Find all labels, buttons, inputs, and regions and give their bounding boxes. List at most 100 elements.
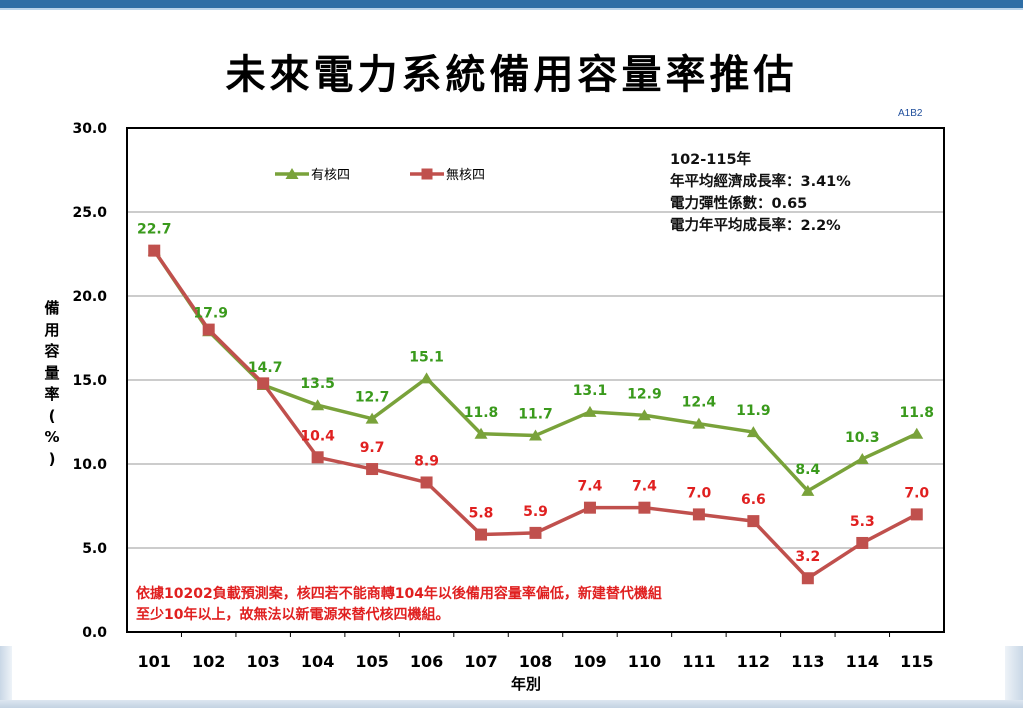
- data-point-triangle: [910, 427, 924, 439]
- data-label-with: 11.7: [518, 406, 553, 422]
- data-point-triangle: [311, 399, 325, 411]
- slide-code: A1B2: [898, 108, 923, 119]
- slide-title: 未來電力系統備用容量率推估: [225, 51, 798, 98]
- data-point-square: [202, 323, 215, 336]
- data-label-without: 7.4: [578, 479, 603, 495]
- data-point-square: [148, 244, 161, 257]
- bottom-left-decoration: [0, 646, 12, 708]
- data-point-triangle: [583, 405, 597, 417]
- x-tick-label: 111: [682, 652, 715, 671]
- x-axis-label: 年別: [510, 675, 541, 693]
- x-tick-label: 106: [410, 652, 443, 671]
- data-label-with: 10.3: [845, 430, 880, 446]
- data-point-square: [366, 463, 379, 476]
- bottom-strip: [0, 700, 1023, 708]
- data-point-square: [692, 508, 705, 521]
- legend-marker-square: [421, 168, 433, 180]
- data-label-with: 17.9: [193, 305, 228, 321]
- y-tick-label: 15.0: [72, 373, 107, 389]
- data-point-square: [910, 508, 923, 521]
- data-label-without: 3.2: [795, 549, 820, 565]
- data-label-with: 11.8: [899, 405, 934, 421]
- grid-lines: [127, 211, 944, 549]
- data-label-without: 7.0: [686, 485, 711, 501]
- x-tick-label: 102: [192, 652, 225, 671]
- data-point-square: [747, 515, 760, 528]
- data-label-with: 12.9: [627, 386, 662, 402]
- data-point-triangle: [420, 372, 434, 384]
- info-power-growth: 電力年平均成長率：2.2%: [670, 218, 841, 234]
- y-tick-label: 30.0: [72, 121, 107, 137]
- info-elasticity: 電力彈性係數：0.65: [670, 196, 808, 212]
- note-line-2: 至少10年以上，故無法以新電源來替代核四機組。: [136, 607, 450, 623]
- data-point-square: [583, 501, 596, 514]
- data-label-without: 7.4: [632, 479, 657, 495]
- legend-item: 有核四: [275, 168, 350, 183]
- legend-label: 無核四: [446, 168, 485, 183]
- data-point-square: [638, 501, 651, 514]
- y-tick-label: 0.0: [82, 625, 107, 641]
- y-tick-label: 10.0: [72, 457, 107, 473]
- data-label-with: 8.4: [795, 462, 820, 478]
- data-label-without: 5.9: [523, 504, 548, 520]
- x-tick-label: 114: [846, 652, 879, 671]
- info-period: 102-115年: [670, 152, 752, 168]
- y-axis-ticks: 0.0 5.0 10.0 15.0 20.0 25.0 30.0: [72, 121, 107, 641]
- data-point-triangle: [801, 484, 815, 496]
- series-without-nuclear4: [148, 244, 923, 585]
- data-point-square: [311, 451, 324, 464]
- data-labels: 22.7 17.9 14.7 13.5 12.7 15.1 11.8 11.7 13.1 12.9…: [137, 222, 934, 566]
- legend-item: 無核四: [410, 168, 485, 183]
- y-tick-label: 20.0: [72, 289, 107, 305]
- data-point-square: [257, 377, 270, 390]
- data-point-triangle: [855, 452, 869, 464]
- data-label-with: 12.7: [355, 390, 390, 406]
- legend-marker-triangle: [285, 168, 299, 179]
- x-axis-ticks: 101 102 103 104 105 106 107 108 109 110 111 112 113 1…: [138, 632, 933, 671]
- data-label-with: 11.8: [464, 405, 499, 421]
- bottom-right-decoration: [1005, 646, 1023, 708]
- data-label-without: 5.8: [469, 506, 494, 522]
- series-layer: [147, 244, 924, 585]
- data-point-triangle: [746, 426, 760, 438]
- data-point-triangle: [692, 417, 706, 429]
- note-text: 依據10202負載預測案，核四若不能商轉104年以後備用容量率偏低，新建替代機組…: [136, 584, 816, 626]
- top-bar: [0, 0, 1023, 8]
- data-label-without: 6.6: [741, 492, 766, 508]
- y-tick-label: 5.0: [82, 541, 107, 557]
- x-tick-label: 101: [138, 652, 171, 671]
- x-tick-label: 104: [301, 652, 334, 671]
- x-tick-label: 107: [464, 652, 497, 671]
- x-tick-label: 103: [246, 652, 279, 671]
- note-line-1: 依據10202負載預測案，核四若不能商轉104年以後備用容量率偏低，新建替代機組: [136, 586, 662, 602]
- data-point-triangle: [365, 412, 379, 424]
- y-tick-label: 25.0: [72, 205, 107, 221]
- data-label-without: 10.4: [300, 428, 335, 444]
- data-label-without: 8.9: [414, 453, 439, 469]
- data-label-without: 5.3: [850, 514, 875, 530]
- x-tick-label: 112: [737, 652, 770, 671]
- data-point-triangle: [529, 429, 542, 441]
- data-point-square: [420, 476, 433, 489]
- x-tick-label: 113: [791, 652, 824, 671]
- data-label-with: 15.1: [409, 349, 444, 365]
- y-axis-label: 備用容量率(%): [44, 299, 60, 468]
- data-label-with: 13.5: [300, 376, 335, 392]
- top-line: [0, 8, 1023, 10]
- data-point-triangle: [637, 409, 651, 421]
- data-label-with: 13.1: [573, 383, 608, 399]
- data-point-square: [801, 572, 814, 585]
- data-point-square: [529, 526, 542, 539]
- data-label-without: 9.7: [360, 440, 385, 456]
- plot-frame: [126, 127, 945, 633]
- info-gdp-growth: 年平均經濟成長率：3.41%: [670, 174, 851, 190]
- data-label-without: 7.0: [904, 485, 929, 501]
- data-label-with: 14.7: [248, 360, 283, 376]
- data-label-with: 12.4: [682, 395, 717, 411]
- legend-label: 有核四: [311, 168, 350, 183]
- x-tick-label: 110: [628, 652, 661, 671]
- data-point-square: [856, 536, 869, 549]
- data-point-square: [475, 528, 488, 541]
- x-tick-label: 105: [355, 652, 388, 671]
